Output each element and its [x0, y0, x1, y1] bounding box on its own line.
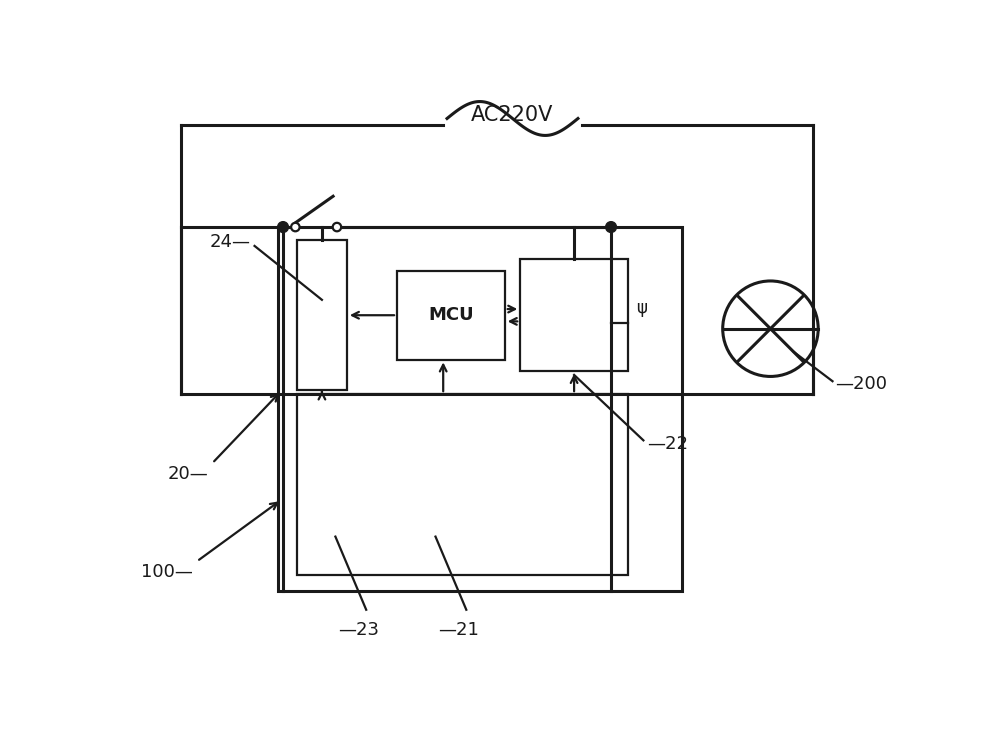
Text: AC220V: AC220V	[471, 106, 554, 125]
Text: —21: —21	[438, 621, 479, 639]
Text: —23: —23	[338, 621, 379, 639]
Bar	[297, 240, 347, 390]
Text: ψ: ψ	[636, 298, 647, 316]
Text: —200: —200	[835, 374, 887, 392]
Bar	[397, 271, 505, 359]
Circle shape	[278, 222, 288, 232]
Text: 24—: 24—	[210, 233, 251, 251]
Bar	[297, 394, 628, 575]
Bar	[520, 260, 628, 371]
Text: 20—: 20—	[168, 465, 208, 483]
Circle shape	[606, 222, 616, 232]
Text: 100—: 100—	[141, 563, 193, 581]
Circle shape	[333, 223, 341, 231]
Bar	[278, 227, 682, 590]
Text: —22: —22	[647, 435, 688, 453]
Text: MCU: MCU	[428, 306, 474, 324]
Circle shape	[291, 223, 300, 231]
